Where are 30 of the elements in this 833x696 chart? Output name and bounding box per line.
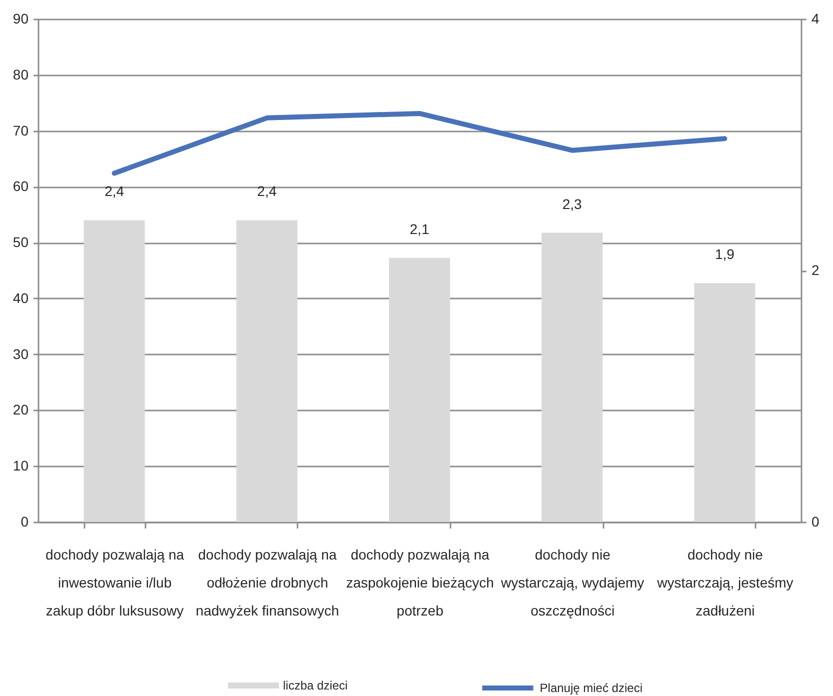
y-tick-label: 60 [12, 178, 29, 194]
data-label: 2,4 [104, 183, 124, 200]
y2-tick-label: 4 [812, 10, 820, 26]
bar [542, 232, 603, 522]
legend-label: liczba dzieci [282, 678, 348, 692]
x-tick-label: dochody nie wystarczają, wydajemy oszczędności [500, 546, 644, 618]
bar [694, 283, 756, 522]
x-tick-label: dochody nie wystarczają, jesteśmy zadłużeni [656, 546, 794, 618]
y-tick-label: 10 [12, 458, 29, 474]
y-tick-label: 50 [12, 234, 29, 250]
bar [388, 258, 450, 522]
y2-tick-label: 0 [812, 514, 820, 530]
bar [84, 220, 145, 522]
y-tick-label: 40 [12, 290, 29, 306]
bar [236, 220, 298, 522]
y-tick-label: 90 [12, 10, 29, 26]
data-label: 1,9 [714, 246, 735, 262]
data-label: 2,4 [257, 183, 277, 200]
legend-label: Planuję mieć dzieci [540, 681, 642, 695]
y-tick-label: 30 [12, 346, 29, 362]
x-tick-label: dochody pozwalają na odłożenie drobnych nadwyżek finansowych [196, 546, 339, 618]
data-label: 2,3 [562, 196, 582, 212]
data-label: 2,1 [410, 220, 430, 237]
y-tick-label: 0 [20, 514, 29, 530]
y-tick-label: 70 [12, 122, 29, 138]
x-tick-label: dochody pozwalają na inwestowanie i/lub zakup dóbr luksusowy [46, 546, 184, 618]
x-tick-label: dochody pozwalają na zaspokojenie bieżących potrzeb [346, 546, 494, 618]
y-tick-label: 80 [12, 66, 29, 82]
y-tick-label: 20 [12, 402, 29, 418]
y2-tick-label: 2 [812, 262, 820, 278]
